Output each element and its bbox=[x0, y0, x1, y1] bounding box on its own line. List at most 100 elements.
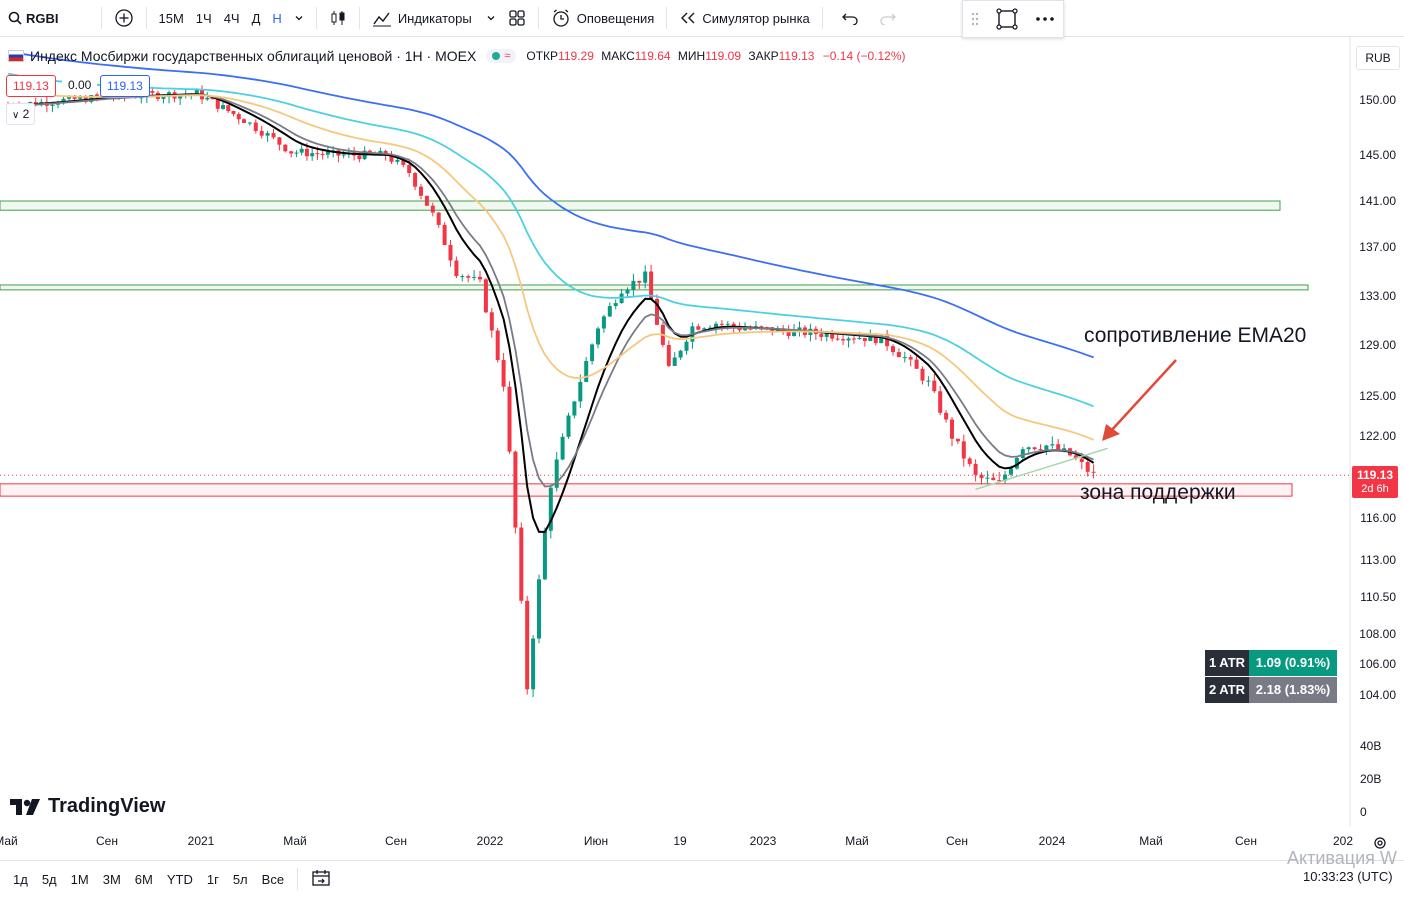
candle-body bbox=[578, 381, 583, 402]
price-axis-label: 113.00 bbox=[1360, 553, 1396, 567]
compare-button[interactable] bbox=[108, 0, 140, 36]
alerts-button[interactable]: Оповещения bbox=[545, 0, 661, 36]
candle-body bbox=[389, 156, 394, 162]
candle-body bbox=[590, 344, 595, 362]
redo-button[interactable] bbox=[873, 0, 903, 36]
candle-body bbox=[430, 205, 435, 213]
candle-body bbox=[731, 323, 736, 327]
interval-1h[interactable]: 1Ч bbox=[195, 10, 212, 26]
candle-body bbox=[902, 357, 907, 359]
candle-body bbox=[1009, 468, 1013, 475]
market-status[interactable]: ≈ bbox=[486, 49, 517, 63]
search-icon bbox=[8, 11, 22, 25]
candle-body bbox=[89, 94, 94, 102]
range-ytd[interactable]: YTD bbox=[166, 871, 193, 887]
candle-body bbox=[1038, 449, 1043, 451]
candle-body bbox=[436, 212, 441, 225]
candle-body bbox=[265, 133, 270, 136]
candle-body bbox=[851, 338, 856, 340]
tradingview-logo[interactable]: TradingView bbox=[10, 795, 165, 818]
last-price-tag: 119.13 2d 6h bbox=[1352, 466, 1398, 498]
candle-body bbox=[472, 276, 477, 278]
currency-selector[interactable]: RUB bbox=[1356, 46, 1400, 70]
price-axis-label: 110.50 bbox=[1360, 590, 1396, 604]
ask-badge[interactable]: 119.13 bbox=[100, 75, 150, 97]
interval-15m[interactable]: 15М bbox=[158, 10, 184, 26]
price-chart[interactable]: 150.00 145.00 141.00 137.00 133.00 129.00 125.… bbox=[0, 36, 1404, 826]
candle-body bbox=[210, 97, 215, 100]
symbol-search[interactable]: RGBI bbox=[0, 0, 65, 36]
candle-body bbox=[289, 151, 294, 154]
top-toolbar: RGBI 15М 1Ч 4Ч Д Н Индикаторы Оповещения… bbox=[0, 0, 1404, 37]
indicators-toggle[interactable]: ∨ 2 bbox=[6, 103, 36, 125]
candle-body bbox=[961, 441, 966, 459]
settings-icon[interactable] bbox=[1372, 835, 1388, 851]
candle-body bbox=[655, 298, 659, 325]
time-axis-label: 2024 bbox=[1038, 834, 1066, 848]
indicators-icon bbox=[372, 12, 391, 27]
support-annotation[interactable]: зона поддержки bbox=[1080, 481, 1236, 504]
candle-body bbox=[684, 341, 689, 351]
candle-body bbox=[50, 104, 55, 106]
series-title[interactable]: Индекс Мосбиржи государственных облигаци… bbox=[30, 48, 477, 64]
candle-body bbox=[666, 344, 671, 366]
range-5d[interactable]: 5д bbox=[41, 871, 57, 887]
candle-body bbox=[466, 276, 471, 278]
candle-body bbox=[525, 600, 530, 690]
candle-body bbox=[997, 480, 1002, 482]
interval-dropdown[interactable] bbox=[288, 0, 310, 36]
drag-handle-icon[interactable] bbox=[971, 11, 979, 27]
undo-button[interactable] bbox=[835, 0, 865, 36]
interval-1d[interactable]: Д bbox=[251, 10, 261, 26]
rectangle-tool-icon[interactable] bbox=[995, 7, 1019, 31]
candle-body bbox=[1020, 449, 1025, 458]
interval-4h[interactable]: 4Ч bbox=[223, 10, 240, 26]
divider bbox=[821, 7, 823, 29]
candle-body bbox=[259, 130, 264, 136]
candle-body bbox=[643, 271, 648, 283]
more-icon[interactable] bbox=[1035, 16, 1055, 22]
range-1y[interactable]: 1г bbox=[206, 871, 219, 887]
level-zone-resistance_zone bbox=[0, 200, 1281, 211]
clock[interactable]: 10:33:23 (UTC) bbox=[1303, 869, 1393, 884]
divider bbox=[297, 868, 299, 890]
candle-body bbox=[531, 638, 536, 690]
range-all[interactable]: Все bbox=[261, 871, 285, 887]
candle-body bbox=[150, 91, 155, 93]
replay-button[interactable]: Симулятор рынка bbox=[673, 0, 815, 36]
range-5y[interactable]: 5л bbox=[232, 871, 248, 887]
symbol-name: RGBI bbox=[26, 10, 59, 26]
candle-body bbox=[226, 105, 231, 112]
goto-date-button[interactable] bbox=[304, 869, 338, 890]
level-zone-resistance_zone bbox=[0, 284, 1309, 291]
interval-1w[interactable]: Н bbox=[272, 10, 282, 26]
time-axis-label: Май bbox=[283, 834, 307, 848]
candle-body bbox=[714, 323, 718, 328]
resistance-annotation[interactable]: сопротивление EMA20 bbox=[1084, 324, 1307, 347]
time-axis-label: Май bbox=[845, 834, 869, 848]
candle-body bbox=[702, 328, 707, 330]
range-1m[interactable]: 1М bbox=[70, 871, 89, 887]
bid-badge[interactable]: 119.13 bbox=[6, 75, 56, 97]
divider bbox=[100, 7, 102, 29]
layouts-button[interactable] bbox=[502, 0, 532, 36]
indicators-button[interactable]: Индикаторы bbox=[366, 0, 502, 36]
chart-type-button[interactable] bbox=[323, 0, 353, 36]
candle-body bbox=[401, 159, 406, 165]
alarm-clock-icon bbox=[553, 9, 569, 27]
price-axis-label: 129.00 bbox=[1359, 338, 1396, 352]
candle-body bbox=[759, 326, 764, 328]
candle-body bbox=[1079, 458, 1084, 463]
grid-icon bbox=[509, 10, 525, 26]
candle-body bbox=[548, 487, 553, 531]
range-1d[interactable]: 1д bbox=[13, 871, 28, 887]
redo-icon bbox=[880, 13, 896, 25]
trendline bbox=[975, 447, 1108, 491]
range-3m[interactable]: 3М bbox=[102, 871, 121, 887]
spread-value: 0.00 bbox=[62, 75, 98, 95]
range-6m[interactable]: 6М bbox=[134, 871, 153, 887]
candle-body bbox=[967, 458, 972, 464]
atr-row-1: 1 ATR 1.09 (0.91%) bbox=[1205, 650, 1337, 676]
candle-body bbox=[938, 391, 943, 413]
candle-body bbox=[719, 323, 724, 325]
